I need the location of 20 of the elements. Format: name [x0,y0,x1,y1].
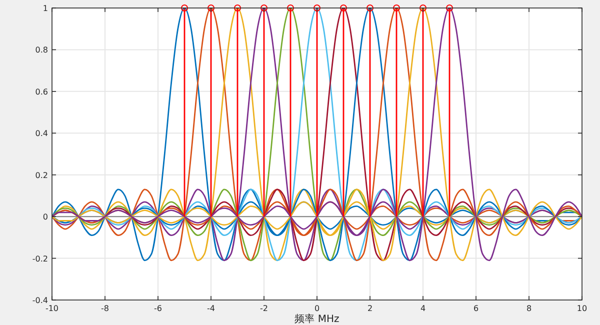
x-tick-label: 2 [367,304,373,313]
y-tick-label: 0.6 [35,87,48,96]
x-tick-label: -4 [207,304,215,313]
y-tick-label: -0.4 [32,296,48,305]
y-tick-label: 0.8 [35,46,48,55]
x-tick-label: 4 [420,304,426,313]
x-tick-label: 6 [473,304,479,313]
x-tick-label: 8 [526,304,532,313]
x-tick-label: -2 [260,304,268,313]
y-tick-label: 1 [42,4,48,13]
y-tick-label: 0.2 [35,170,48,180]
x-tick-label: -6 [154,304,162,313]
y-tick-label: -0.2 [32,254,48,264]
y-tick-label: 0 [42,212,48,222]
x-tick-label: -8 [101,304,109,313]
x-tick-label: 10 [576,304,588,313]
x-tick-label: 0 [314,304,320,313]
x-tick-label: -10 [45,304,59,313]
x-axis-title: 频率 MHz [294,313,340,325]
y-tick-label: 0.4 [35,129,48,138]
